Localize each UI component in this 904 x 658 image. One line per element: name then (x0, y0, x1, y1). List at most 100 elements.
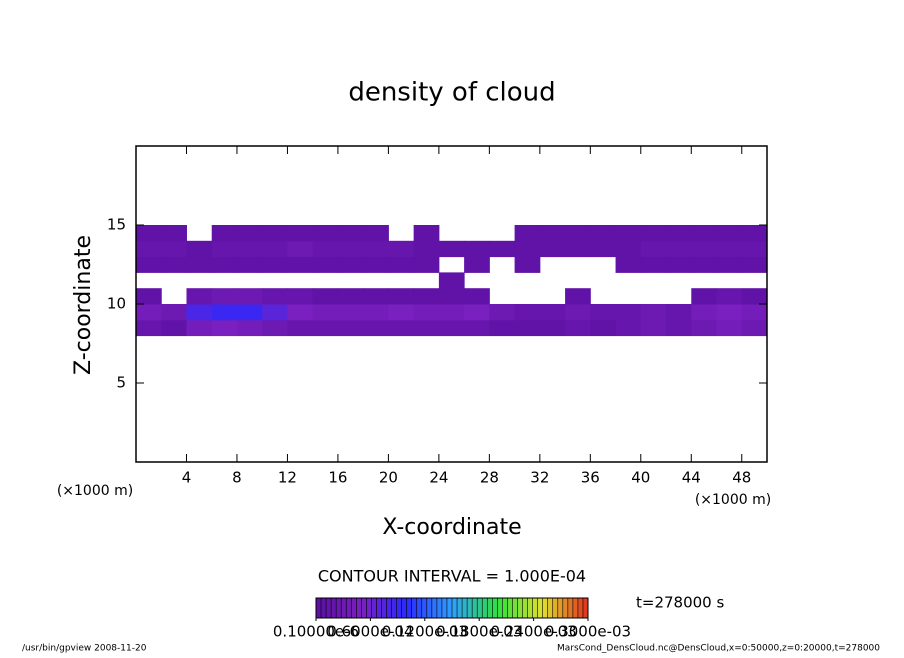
colorbar-swatch (567, 598, 574, 618)
cell (161, 256, 187, 273)
cell (287, 225, 314, 242)
colorbar-swatch (557, 598, 564, 618)
cell (363, 288, 389, 305)
colorbar-swatch (326, 598, 332, 618)
cell (691, 319, 718, 337)
cell (464, 304, 490, 321)
cell (287, 319, 314, 337)
cell (136, 225, 162, 242)
cell (615, 319, 642, 337)
x-tick-label: 48 (732, 469, 751, 487)
cell (236, 256, 263, 273)
colorbar-swatch (482, 598, 488, 618)
colorbar-swatch (331, 598, 337, 618)
cell (236, 304, 263, 321)
cell (211, 240, 238, 258)
colorbar-swatch (416, 598, 423, 618)
colorbar-swatch (552, 598, 559, 618)
colorbar-swatch (351, 598, 357, 618)
colorbar-swatch (386, 598, 392, 618)
colorbar-swatch (502, 598, 508, 618)
cell (716, 319, 743, 337)
cell (388, 319, 415, 337)
cell (565, 304, 591, 321)
cell (413, 319, 440, 337)
colorbar-swatch (537, 598, 543, 618)
cell (438, 272, 465, 289)
cell (136, 240, 162, 258)
cell (287, 256, 314, 273)
cell (716, 304, 743, 321)
x-tick-label: 12 (278, 469, 297, 487)
cell (514, 304, 541, 321)
cell (211, 256, 238, 273)
colorbar-swatch (406, 598, 413, 618)
cell (716, 256, 743, 273)
cell (489, 319, 516, 337)
cell (312, 256, 339, 273)
cell (640, 319, 667, 337)
colorbar-swatch (316, 598, 322, 618)
colorbar-swatch (497, 598, 503, 618)
colorbar-swatch (401, 598, 407, 618)
cell (716, 225, 743, 242)
cell (666, 240, 692, 258)
cell (363, 256, 389, 273)
cell (539, 240, 566, 258)
x-tick-label: 4 (182, 469, 192, 487)
colorbar-swatch (346, 598, 352, 618)
cell (236, 240, 263, 258)
colorbar-swatch (321, 598, 327, 618)
cell (337, 319, 364, 337)
cell (161, 319, 187, 337)
cell (741, 304, 768, 321)
cell (287, 288, 314, 305)
colorbar-tick-label: 0.6000e-04 (327, 623, 413, 641)
colorbar-swatch (562, 598, 569, 618)
x-tick-label: 28 (480, 469, 499, 487)
colorbar-swatch (532, 598, 538, 618)
cell (262, 304, 288, 321)
x-unit: (×1000 m) (695, 492, 771, 508)
cell (161, 304, 187, 321)
cell (489, 240, 516, 258)
cell (363, 225, 389, 242)
cell (565, 319, 591, 337)
cell (539, 319, 566, 337)
cell (514, 240, 541, 258)
cell (413, 304, 440, 321)
cell (565, 288, 591, 305)
cell (514, 319, 541, 337)
cell (691, 304, 718, 321)
x-axis-label: X-coordinate (382, 515, 521, 540)
cell (590, 319, 617, 337)
cell (236, 225, 263, 242)
x-tick-label: 24 (429, 469, 448, 487)
contour-interval: CONTOUR INTERVAL = 1.000E-04 (318, 567, 586, 586)
cell (363, 240, 389, 258)
cell (136, 256, 162, 273)
cell (312, 288, 339, 305)
cell (666, 225, 692, 242)
cell (666, 319, 692, 337)
y-tick-label: 5 (116, 374, 126, 392)
chart-title: density of cloud (348, 78, 555, 108)
colorbar-swatch (572, 598, 579, 618)
colorbar-swatch (366, 598, 372, 618)
cell (337, 304, 364, 321)
cell (186, 304, 213, 321)
cell (741, 225, 768, 242)
colorbar-swatch (436, 598, 443, 618)
cell (691, 288, 718, 305)
cell (312, 319, 339, 337)
cell (262, 256, 288, 273)
cell (640, 304, 667, 321)
colorbar-swatch (527, 598, 533, 618)
cell (337, 240, 364, 258)
colorbar-swatch (396, 598, 402, 618)
cell (691, 256, 718, 273)
cell (211, 304, 238, 321)
cell (262, 319, 288, 337)
cell (691, 240, 718, 258)
x-tick-label: 32 (530, 469, 549, 487)
